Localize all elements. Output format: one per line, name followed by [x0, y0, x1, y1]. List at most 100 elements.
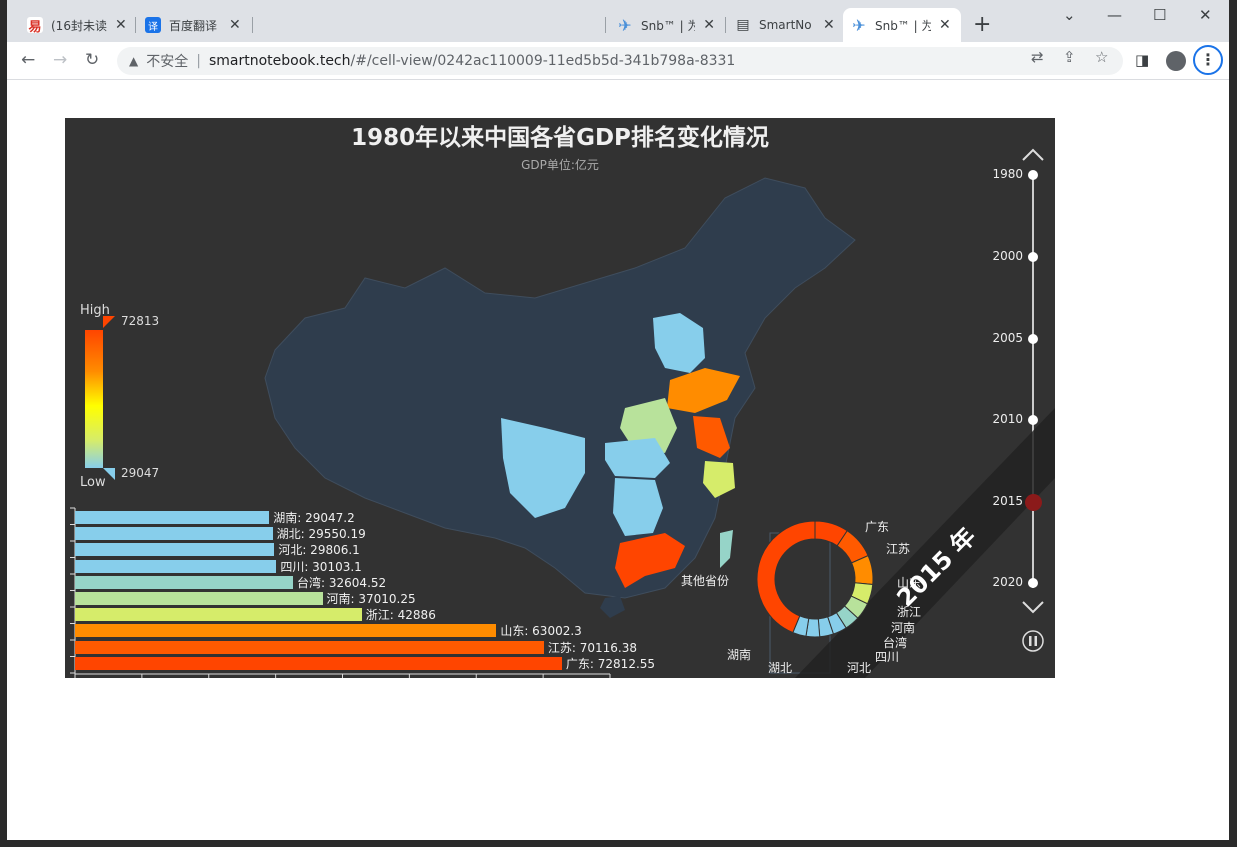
- visual-map-bar: [85, 330, 103, 468]
- province-henan: [620, 398, 677, 453]
- close-icon[interactable]: ✕: [703, 17, 715, 33]
- chart-subtitle: GDP单位:亿元: [521, 158, 599, 172]
- close-window-button[interactable]: ✕: [1199, 6, 1212, 24]
- pie-label: 湖南: [727, 648, 752, 662]
- bar-河北[interactable]: [75, 543, 275, 557]
- warning-icon[interactable]: ▲: [129, 54, 139, 68]
- timeline-dot[interactable]: [1028, 334, 1038, 344]
- timeline-next-icon: [1022, 601, 1044, 614]
- close-icon[interactable]: ✕: [115, 17, 127, 33]
- minimize-button[interactable]: —: [1107, 6, 1122, 24]
- tab-snb-1[interactable]: ✈ Snb™ | 为 ✕: [609, 8, 723, 42]
- snb-icon: ✈: [852, 15, 866, 35]
- timeline-year-2000[interactable]: 2000: [992, 249, 1023, 263]
- tab-title: 百度翻译: [169, 18, 218, 33]
- tab-title: Snb™ | 为: [641, 18, 696, 33]
- browser-window: 易 (16封未读 ✕ 译 百度翻译 ✕ ✈ Snb™ | 为 ✕ ▤ Smart…: [7, 0, 1229, 840]
- book-icon: ▤: [736, 17, 750, 33]
- timeline-year-2015[interactable]: 2015: [992, 494, 1023, 508]
- bar-山东[interactable]: [75, 624, 497, 638]
- url-host: smartnotebook.tech: [208, 53, 351, 69]
- bar-label: 台湾: 32604.52: [297, 575, 387, 590]
- bar-label: 江苏: 70116.38: [547, 640, 638, 655]
- gdp-chart: 1980年以来中国各省GDP排名变化情况 GDP单位:亿元 High Low 7…: [65, 118, 1055, 678]
- new-tab-button[interactable]: +: [973, 12, 992, 37]
- bar-河南[interactable]: [75, 592, 323, 605]
- tab-snb-active[interactable]: ✈ Snb™ | 为 ✕: [843, 8, 961, 42]
- visual-map-handle-top: [103, 316, 115, 328]
- timeline-current-dot[interactable]: [1025, 494, 1042, 511]
- tab-title: SmartNo: [759, 18, 812, 32]
- reload-icon[interactable]: ↻: [85, 50, 100, 70]
- province-taiwan: [720, 530, 733, 568]
- bar-台湾[interactable]: [75, 575, 294, 589]
- timeline-year-1980[interactable]: 1980: [992, 167, 1023, 181]
- forward-arrow-icon[interactable]: →: [53, 50, 68, 70]
- visual-map-low-label: Low: [80, 475, 106, 490]
- url-path: /#/cell-view/0242ac110009-11ed5b5d-341b7…: [350, 53, 736, 69]
- tab-translate[interactable]: 译 百度翻译 ✕: [137, 8, 253, 42]
- back-arrow-icon[interactable]: ←: [21, 50, 36, 70]
- province-hebei: [653, 313, 705, 373]
- province-hubei: [605, 438, 670, 478]
- pie-label: 其他省份: [681, 574, 730, 588]
- share-icon[interactable]: ⇪: [1063, 48, 1076, 66]
- bar-江苏[interactable]: [75, 640, 544, 654]
- timeline-dot[interactable]: [1028, 578, 1038, 588]
- side-panel-icon[interactable]: ◨: [1135, 51, 1150, 69]
- bar-湖南[interactable]: [75, 511, 270, 524]
- tab-search-icon[interactable]: ⌄: [1063, 6, 1076, 24]
- bookmark-star-icon[interactable]: ☆: [1095, 48, 1109, 66]
- close-icon[interactable]: ✕: [939, 17, 951, 33]
- address-bar[interactable]: ▲ 不安全 | smartnotebook.tech/#/cell-view/0…: [117, 47, 1123, 75]
- close-icon[interactable]: ✕: [229, 17, 241, 33]
- tab-smartnotebook[interactable]: ▤ SmartNo ✕: [727, 8, 843, 42]
- timeline-prev-icon: [1022, 148, 1044, 161]
- map-svg: [70, 148, 1055, 678]
- mail-icon: 易: [27, 17, 43, 35]
- bar-湖北[interactable]: [75, 527, 273, 541]
- insecure-label: 不安全: [146, 54, 189, 70]
- bar-浙江[interactable]: [75, 608, 362, 622]
- snb-icon: ✈: [618, 15, 632, 35]
- hainan-island: [600, 596, 625, 618]
- visual-map-handle-bottom: [103, 468, 115, 480]
- timeline-dot[interactable]: [1028, 170, 1038, 180]
- tab-title: Snb™ | 为: [875, 18, 931, 33]
- pie-label: 四川: [875, 650, 900, 664]
- translate-page-icon[interactable]: ⇄: [1031, 48, 1044, 66]
- pie-label: 台湾: [883, 636, 908, 650]
- bar-label: 湖北: 29550.19: [276, 527, 366, 542]
- bar-四川[interactable]: [75, 559, 277, 573]
- pie-label: 浙江: [897, 605, 922, 619]
- pie-label: 山东: [897, 576, 922, 590]
- pie-label: 广东: [865, 520, 890, 534]
- province-zhejiang: [703, 461, 735, 498]
- profile-avatar[interactable]: [1166, 51, 1186, 71]
- bar-label: 广东: 72812.55: [565, 656, 656, 671]
- menu-icon[interactable]: ⋮: [1193, 45, 1223, 75]
- timeline-year-2005[interactable]: 2005: [992, 331, 1023, 345]
- timeline-play-icon: [1022, 630, 1044, 652]
- timeline-year-2020[interactable]: 2020: [992, 575, 1023, 589]
- pie-label: 江苏: [886, 542, 911, 556]
- timeline-year-2010[interactable]: 2010: [992, 412, 1023, 426]
- bar-label: 湖南: 29047.2: [273, 511, 355, 525]
- province-guangdong: [615, 533, 685, 588]
- china-map-outline: [264, 177, 856, 599]
- maximize-button[interactable]: ☐: [1153, 6, 1167, 24]
- tab-mail[interactable]: 易 (16封未读 ✕: [19, 8, 137, 42]
- visual-map-min[interactable]: 29047: [121, 466, 160, 480]
- tab-title: (16封未读: [51, 18, 107, 33]
- timeline-dot[interactable]: [1028, 415, 1038, 425]
- chart-title: 1980年以来中国各省GDP排名变化情况: [351, 125, 769, 151]
- province-sichuan: [501, 418, 585, 518]
- pie-slice-其他省份: [756, 520, 816, 634]
- tab-strip: 易 (16封未读 ✕ 译 百度翻译 ✕ ✈ Snb™ | 为 ✕ ▤ Smart…: [7, 0, 1229, 42]
- timeline-dot[interactable]: [1028, 252, 1038, 262]
- close-icon[interactable]: ✕: [823, 17, 835, 33]
- bar-广东[interactable]: [75, 656, 562, 670]
- visual-map-max[interactable]: 72813: [121, 314, 160, 328]
- pie-label: 河北: [847, 661, 872, 675]
- translate-icon: 译: [145, 17, 161, 33]
